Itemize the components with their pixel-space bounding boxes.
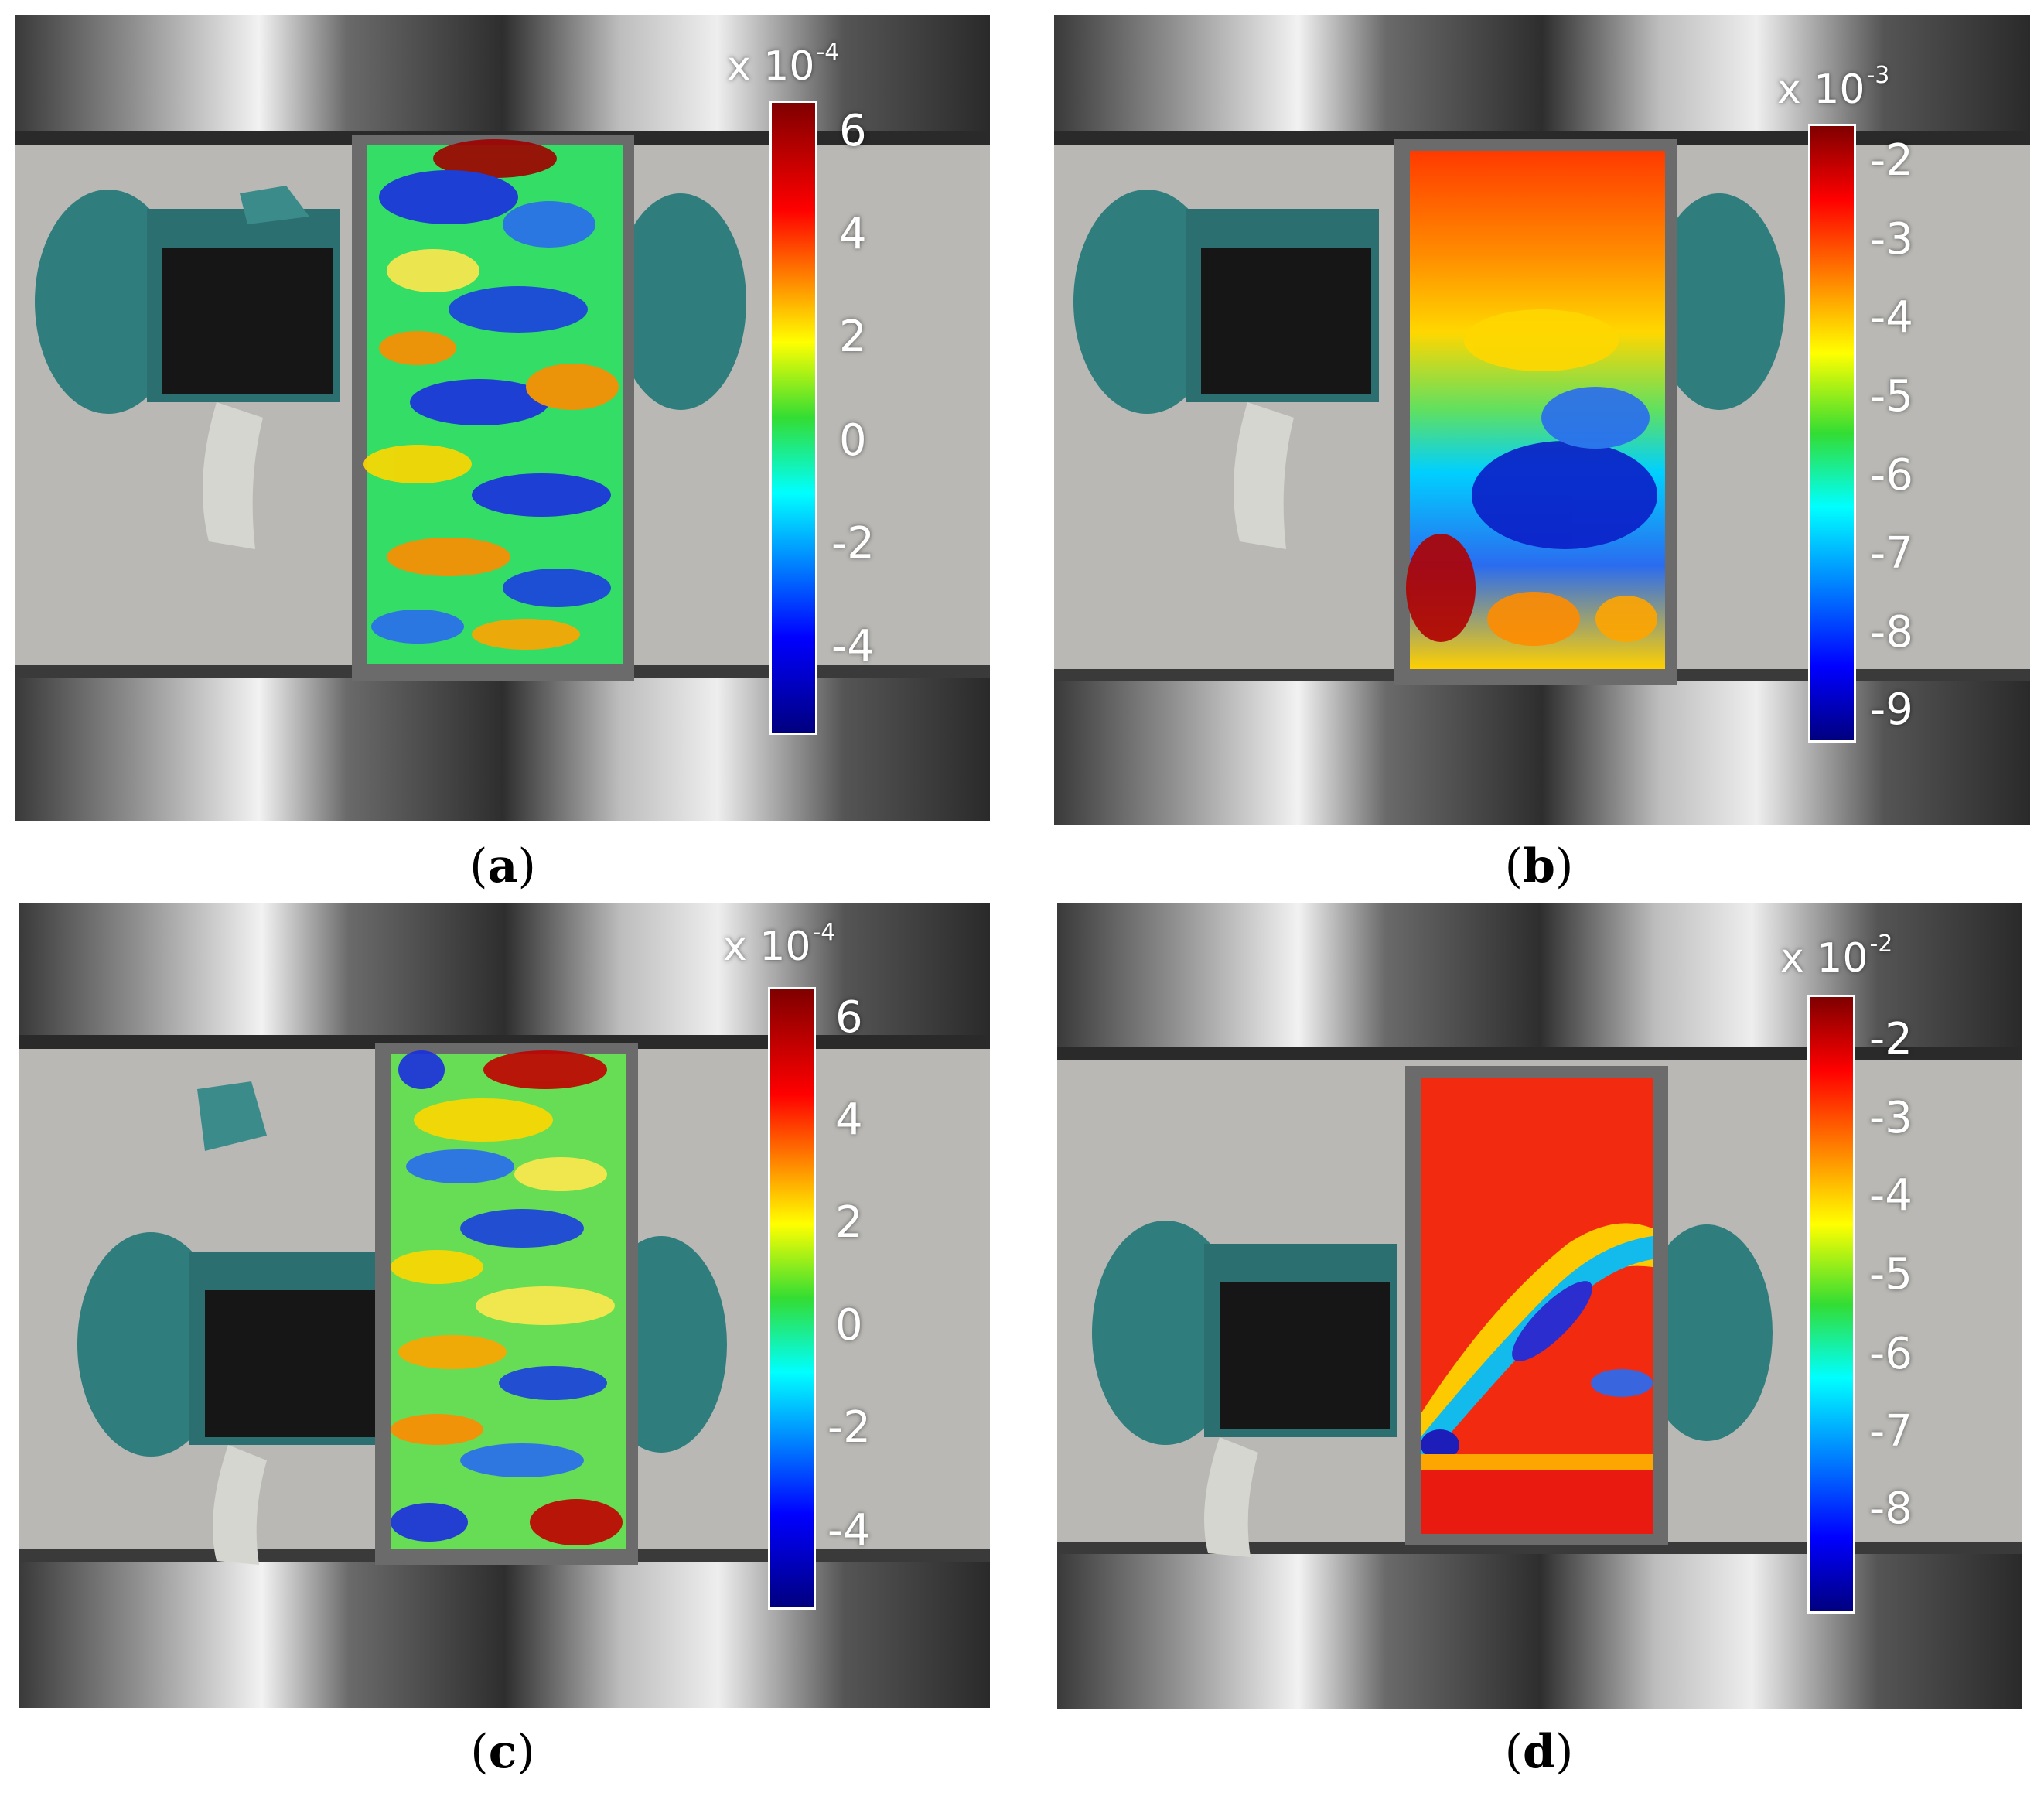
colorbar-tick: -2 bbox=[1869, 1014, 1913, 1064]
colorbar-tick: -5 bbox=[1870, 371, 1913, 422]
colorbar bbox=[768, 987, 816, 1610]
colorbar-tick: 4 bbox=[839, 209, 867, 259]
panel-letter: d bbox=[1523, 1725, 1555, 1779]
colorbar-tick: 6 bbox=[835, 992, 863, 1043]
colorbar-scale-exponent: -4 bbox=[816, 39, 840, 66]
panel-letter: a bbox=[487, 839, 518, 893]
colorbar-scale-prefix: x 10 bbox=[723, 924, 811, 970]
panel-caption: (c) bbox=[470, 1725, 535, 1779]
colorbar-tick: 0 bbox=[835, 1300, 863, 1351]
colorbar bbox=[769, 101, 817, 735]
panel-letter: b bbox=[1523, 839, 1555, 893]
colorbar-tick: -3 bbox=[1869, 1093, 1913, 1143]
colorbar-tick: -5 bbox=[1869, 1249, 1913, 1299]
colorbar-tick: -6 bbox=[1870, 450, 1913, 500]
colorbar-tick: -8 bbox=[1869, 1484, 1913, 1534]
colorbar-scale-exponent: -4 bbox=[812, 919, 836, 946]
colorbar bbox=[1808, 124, 1856, 743]
colorbar-tick: -2 bbox=[827, 1402, 871, 1453]
panel-caption: (a) bbox=[469, 839, 536, 893]
colorbar-tick: -4 bbox=[1869, 1170, 1913, 1221]
panel-caption: (b) bbox=[1504, 839, 1574, 893]
colorbar-scale-prefix: x 10 bbox=[727, 43, 815, 90]
panel-c: x 10-4 6 4 2 0 -2 -4 (c) bbox=[0, 897, 1021, 1793]
colorbar-tick: 2 bbox=[839, 312, 867, 362]
colorbar-tick: -8 bbox=[1870, 607, 1913, 657]
panel-d: x 10-2 -2 -3 -4 -5 -6 -7 -8 (d) bbox=[1036, 897, 2044, 1793]
colorbar-tick: 0 bbox=[839, 415, 867, 466]
colorbar bbox=[1807, 995, 1855, 1614]
colorbar-scale-label: x 10-4 bbox=[723, 919, 835, 970]
panel-letter: c bbox=[488, 1725, 517, 1779]
colorbar-tick: -3 bbox=[1870, 214, 1913, 265]
colorbar-tick: -4 bbox=[827, 1505, 871, 1556]
colorbar-tick: -9 bbox=[1870, 685, 1913, 735]
colorbar-tick: -6 bbox=[1869, 1329, 1913, 1379]
colorbar-tick: 4 bbox=[835, 1095, 863, 1145]
colorbar-tick: -2 bbox=[831, 518, 875, 569]
colorbar-scale-prefix: x 10 bbox=[1780, 935, 1868, 982]
colorbar-tick: -7 bbox=[1869, 1406, 1913, 1457]
colorbar-tick: 2 bbox=[835, 1197, 863, 1248]
colorbar-scale-label: x 10-2 bbox=[1780, 931, 1892, 982]
colorbar-tick: -4 bbox=[1870, 292, 1913, 343]
strain-field-photo-d: x 10-2 -2 -3 -4 -5 -6 -7 -8 bbox=[1057, 903, 2022, 1709]
strain-field-photo-c: x 10-4 6 4 2 0 -2 -4 bbox=[19, 903, 990, 1708]
colorbar-tick: 6 bbox=[839, 106, 867, 156]
colorbar-scale-exponent: -2 bbox=[1869, 931, 1893, 958]
panel-a: x 10-4 6 4 2 0 -2 -4 (a) bbox=[0, 0, 1021, 897]
colorbar-scale-exponent: -3 bbox=[1866, 62, 1890, 89]
panel-b: x 10-3 -2 -3 -4 -5 -6 -7 -8 -9 (b) bbox=[1036, 0, 2044, 897]
colorbar-scale-prefix: x 10 bbox=[1777, 67, 1865, 113]
colorbar-tick: -2 bbox=[1870, 135, 1913, 186]
strain-field-photo-b: x 10-3 -2 -3 -4 -5 -6 -7 -8 -9 bbox=[1054, 15, 2030, 825]
strain-field-photo-a: x 10-4 6 4 2 0 -2 -4 bbox=[15, 15, 990, 821]
colorbar-tick: -7 bbox=[1870, 528, 1913, 579]
colorbar-scale-label: x 10-3 bbox=[1777, 62, 1889, 113]
colorbar-tick: -4 bbox=[831, 621, 875, 671]
colorbar-scale-label: x 10-4 bbox=[727, 39, 839, 90]
panel-caption: (d) bbox=[1504, 1725, 1574, 1779]
